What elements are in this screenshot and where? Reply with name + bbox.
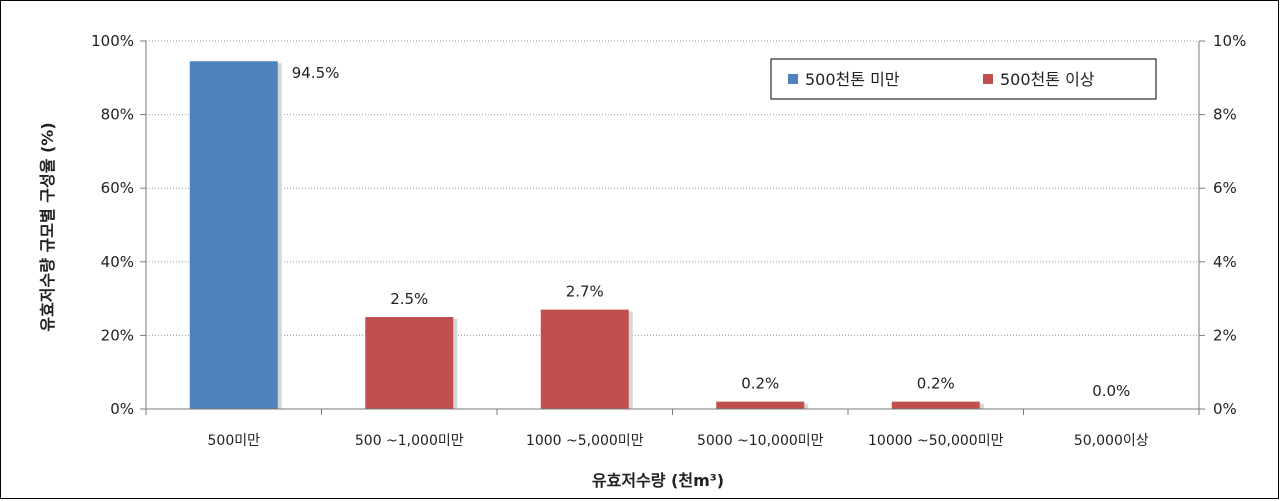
data-label: 0.2% — [741, 375, 779, 393]
data-label: 0.0% — [1092, 382, 1130, 400]
bar — [891, 401, 980, 409]
category-label: 500미만 — [208, 433, 261, 449]
right-tick-label: 2% — [1213, 326, 1237, 344]
category-label: 500 ~1,000미만 — [355, 433, 464, 449]
left-tick-label: 40% — [101, 253, 134, 271]
category-labels: 500미만 500 ~1,000미만 1000 ~5,000미만 5000 ~10,0… — [208, 433, 1149, 449]
right-tick-label: 8% — [1213, 106, 1237, 124]
legend: 500천톤 미만 500천톤 이상 — [770, 58, 1157, 100]
x-axis-title: 유효저수량 (천m³) — [592, 471, 724, 490]
right-tick-label: 10% — [1213, 32, 1246, 50]
bar — [540, 309, 629, 409]
right-tick-label: 0% — [1213, 400, 1237, 418]
axes — [140, 40, 1205, 415]
category-label: 10000 ~50,000미만 — [868, 433, 1004, 449]
legend-swatch — [788, 74, 798, 84]
legend-swatch — [983, 74, 993, 84]
legend-label: 500천톤 미만 — [805, 70, 900, 89]
legend-box — [770, 58, 1157, 100]
left-tick-label: 100% — [91, 32, 134, 50]
right-tick-label: 6% — [1213, 179, 1237, 197]
bars — [189, 61, 984, 410]
right-tick-label: 4% — [1213, 253, 1237, 271]
category-label: 1000 ~5,000미만 — [526, 433, 644, 449]
left-tick-label: 20% — [101, 326, 134, 344]
bar — [716, 401, 805, 409]
data-labels: 94.5% 2.5% 2.7% 0.2% 0.2% 0.0% — [292, 64, 1131, 400]
bar — [365, 317, 454, 409]
left-tick-label: 0% — [110, 400, 134, 418]
right-axis-ticks: 0% 2% 4% 6% 8% 10% — [1213, 32, 1246, 418]
data-label: 2.5% — [390, 290, 428, 308]
data-label: 94.5% — [292, 64, 340, 82]
legend-label: 500천톤 이상 — [1000, 70, 1095, 89]
data-label: 2.7% — [566, 283, 604, 301]
left-tick-label: 60% — [101, 179, 134, 197]
category-label: 5000 ~10,000미만 — [697, 433, 824, 449]
left-tick-label: 80% — [101, 106, 134, 124]
category-label: 50,000이상 — [1074, 433, 1149, 449]
data-label: 0.2% — [917, 375, 955, 393]
left-axis-ticks: 0% 20% 40% 60% 80% 100% — [91, 32, 134, 418]
bar — [189, 61, 278, 410]
y-axis-title: 유효저수량 규모별 구성율 (%) — [38, 122, 57, 331]
